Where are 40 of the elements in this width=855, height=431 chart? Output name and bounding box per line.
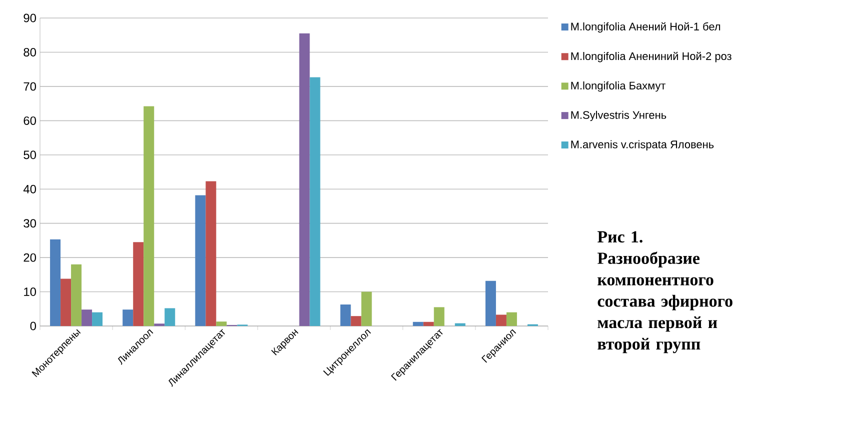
bar [144,106,154,326]
y-tick-label: 20 [24,253,36,262]
bar [60,278,72,326]
bar [82,310,92,326]
bar [423,322,434,326]
y-tick-label: 30 [24,219,36,228]
y-tick-label: 50 [24,150,36,160]
bar [454,323,466,326]
bar [310,77,320,326]
legend-label: M.longifolia Анений Ной-1 бел [571,22,720,33]
legend-label: M.arvenis v.crispata Яловень [571,140,714,150]
legend-label: M.longifolia Бахмут [571,81,666,92]
bar [133,242,144,326]
legend-label: M.Sylvestris Унгень [571,110,666,122]
bar [361,292,372,326]
bar [506,312,517,326]
bar [206,181,216,326]
y-tick-label: 40 [23,184,36,194]
y-tick-label: 0 [30,322,36,330]
bar [485,280,496,326]
bar [195,195,206,326]
y-tick-label: 70 [24,82,36,91]
y-tick-label: 10 [24,288,36,296]
legend-label: M.longifolia Анениний Ной-2 роз [571,52,732,62]
bar [92,312,103,326]
bar [216,322,227,326]
y-tick-label: 80 [24,48,36,56]
bar [299,33,310,326]
bar [340,304,351,326]
bar [50,239,61,326]
y-tick-label: 90 [24,14,36,22]
text: Рис 1. Разнообразие компонентного состава эфирного масла первой и второй групп [598,231,732,354]
bar [412,322,424,326]
bar [122,310,134,326]
bar [434,307,444,326]
bar [71,264,82,326]
bar [496,314,506,326]
bar [350,316,362,326]
bar [164,308,176,326]
y-tick-label: 60 [24,116,36,125]
